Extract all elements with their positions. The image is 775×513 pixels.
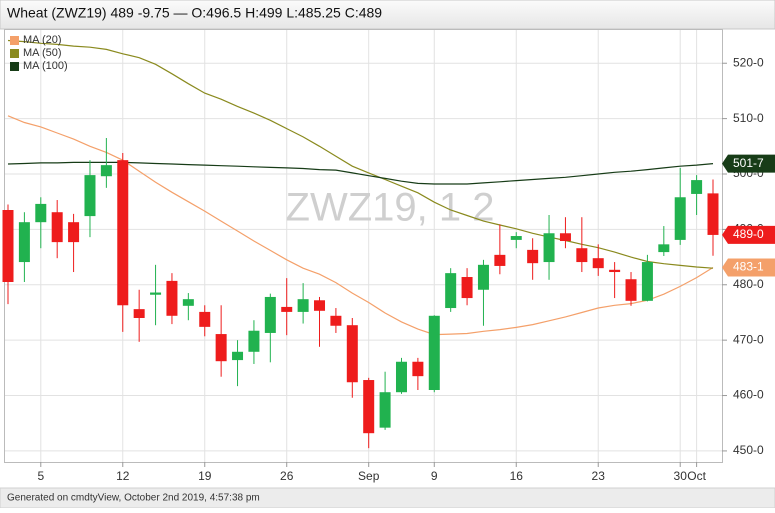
candle-body	[510, 236, 522, 240]
candle-body	[707, 193, 719, 235]
x-tick-label: Oct	[687, 469, 706, 483]
candle-body	[477, 264, 489, 290]
candle-body	[117, 160, 129, 306]
y-tick-label: 480-0	[733, 277, 764, 291]
candle-body	[674, 197, 686, 240]
price-marker-label: 501-7	[733, 156, 764, 170]
candle-body	[51, 212, 63, 243]
legend-swatch	[10, 49, 19, 58]
candle-body	[559, 233, 571, 242]
y-tick-label: 510-0	[733, 111, 764, 125]
candle-body	[527, 249, 539, 264]
x-tick-label: 5	[37, 469, 44, 483]
x-tick-label: 12	[116, 469, 130, 483]
x-tick-label: 26	[280, 469, 294, 483]
candle-body	[18, 222, 30, 263]
x-tick-label: 19	[198, 469, 212, 483]
y-tick-label: 520-0	[733, 55, 764, 69]
candle-body	[658, 244, 670, 253]
candle-body	[543, 233, 555, 263]
candle-body	[461, 277, 473, 299]
candle-body	[395, 361, 407, 393]
candle-body	[363, 380, 375, 434]
candle-body	[609, 269, 621, 273]
candle-body	[494, 254, 506, 266]
candle-body	[68, 222, 80, 243]
price-marker-label: 483-1	[733, 260, 764, 274]
ma-line	[7, 39, 714, 269]
y-tick-label: 470-0	[733, 332, 764, 346]
candle-body	[625, 279, 637, 301]
legend-label: MA (50)	[23, 47, 62, 59]
x-tick-label: 16	[510, 469, 524, 483]
x-tick-label: 30	[674, 469, 688, 483]
candle-body	[330, 315, 342, 326]
price-marker	[722, 258, 775, 277]
candle-body	[215, 334, 227, 362]
y-tick-label: 450-0	[733, 443, 764, 457]
candle-body	[281, 306, 293, 312]
candle-body	[346, 325, 358, 383]
candle-body	[232, 351, 244, 361]
legend-label: MA (20)	[23, 34, 62, 46]
candle-body	[133, 309, 145, 318]
candle-body	[166, 280, 178, 316]
candle-body	[412, 361, 424, 377]
candle-body	[691, 180, 703, 194]
candle-body	[379, 392, 391, 428]
candle-body	[297, 299, 309, 312]
y-tick-label: 460-0	[733, 388, 764, 402]
candle-body	[428, 315, 440, 390]
legend-label: MA (100)	[23, 60, 68, 72]
watermark: ZWZ19, 1 2	[286, 186, 495, 230]
candle-body	[641, 262, 653, 301]
candle-body	[150, 292, 162, 295]
candle-body	[2, 210, 14, 282]
candle-body	[35, 203, 47, 223]
candle-body	[264, 296, 276, 333]
footer: Generated on cmdtyView, October 2nd 2019…	[7, 493, 260, 504]
price-marker	[722, 225, 775, 244]
candle-body	[248, 330, 260, 352]
candle-body	[445, 273, 457, 309]
candle-body	[592, 258, 604, 269]
x-tick-label: 9	[431, 469, 438, 483]
price-marker-label: 489-0	[733, 227, 764, 241]
price-marker	[722, 154, 775, 173]
candle-body	[576, 248, 588, 263]
candle-body	[100, 165, 112, 177]
candle-body	[199, 311, 211, 327]
x-tick-label: Sep	[358, 469, 380, 483]
candle-body	[314, 300, 326, 311]
chart-title: Wheat (ZWZ19) 489 -9.75 — O:496.5 H:499 …	[7, 5, 382, 21]
legend-swatch	[10, 36, 19, 45]
x-tick-label: 23	[592, 469, 606, 483]
legend-swatch	[10, 62, 19, 71]
candle-body	[84, 175, 96, 217]
candle-body	[182, 299, 194, 306]
